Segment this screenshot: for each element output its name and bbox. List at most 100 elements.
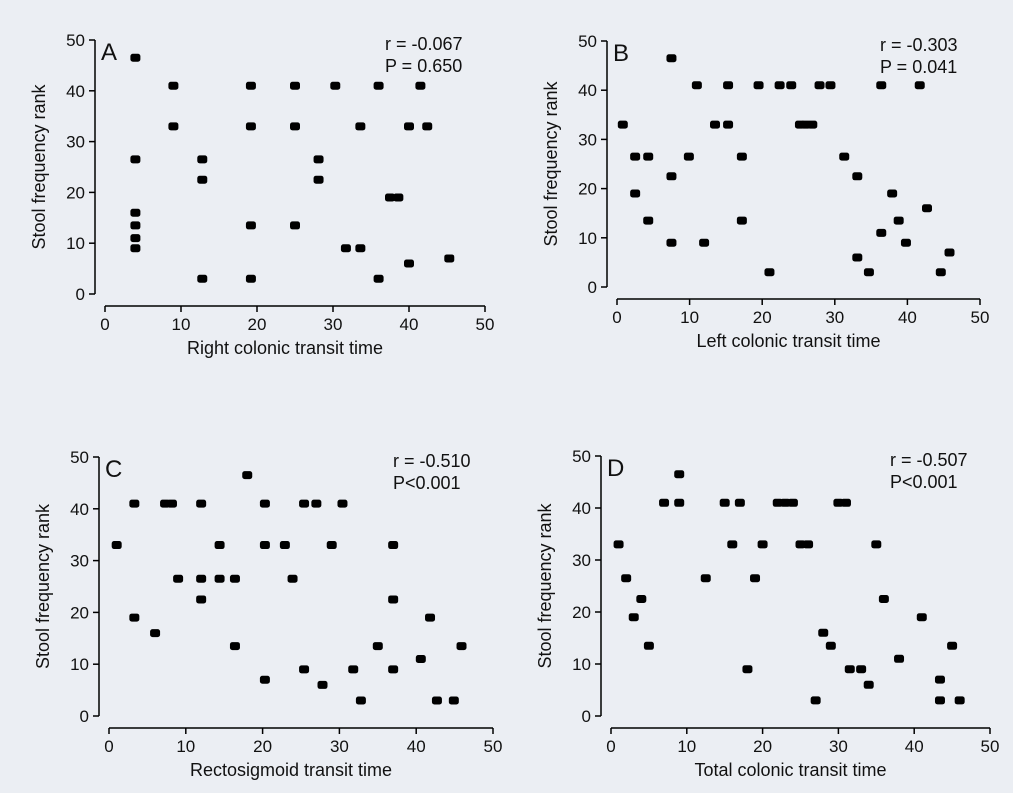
- data-point: [130, 221, 141, 230]
- data-point: [674, 498, 685, 507]
- data-point: [130, 234, 141, 243]
- data-point: [772, 498, 783, 507]
- y-tick-label: 50: [70, 448, 89, 467]
- data-point: [780, 498, 791, 507]
- data-point: [313, 175, 324, 184]
- data-point: [373, 274, 384, 283]
- x-tick-label: 0: [100, 315, 109, 334]
- data-point: [388, 665, 399, 674]
- data-point: [388, 541, 399, 550]
- data-point: [444, 254, 455, 263]
- y-tick-label: 0: [588, 278, 597, 297]
- data-point: [630, 189, 641, 198]
- x-tick-label: 40: [905, 737, 924, 756]
- data-point: [130, 155, 141, 164]
- panel-label: C: [105, 456, 122, 483]
- data-point: [876, 81, 887, 90]
- y-tick-label: 30: [66, 133, 85, 152]
- y-tick-label: 20: [572, 603, 591, 622]
- y-tick-label: 40: [70, 500, 89, 519]
- data-point: [404, 259, 414, 268]
- data-point: [719, 498, 730, 507]
- y-tick-label: 50: [66, 31, 85, 50]
- x-axis-label: Total colonic transit time: [694, 760, 886, 780]
- data-point: [894, 654, 905, 663]
- data-point: [431, 696, 442, 705]
- data-point: [245, 81, 256, 90]
- y-tick-label: 50: [572, 447, 591, 466]
- data-point: [914, 81, 925, 90]
- data-point: [196, 499, 207, 508]
- data-point: [935, 268, 946, 277]
- data-point: [196, 574, 207, 583]
- x-tick-label: 10: [176, 737, 195, 756]
- data-point: [630, 152, 641, 161]
- data-point: [290, 221, 300, 230]
- data-point: [691, 81, 702, 90]
- x-tick-label: 30: [330, 737, 349, 756]
- data-point: [259, 499, 270, 508]
- data-point: [299, 499, 310, 508]
- stat-r-value: r = -0.510: [393, 451, 471, 471]
- data-point: [934, 675, 945, 684]
- y-axis-label: Stool frequency rank: [33, 503, 53, 669]
- data-point: [340, 244, 351, 253]
- x-tick-label: 20: [753, 308, 772, 327]
- data-point: [393, 193, 404, 202]
- data-point: [166, 499, 177, 508]
- data-point: [348, 665, 359, 674]
- data-point: [659, 498, 670, 507]
- data-point: [723, 81, 734, 90]
- data-point: [214, 541, 225, 550]
- y-axis-label: Stool frequency rank: [541, 80, 561, 246]
- data-point: [734, 498, 745, 507]
- data-point: [330, 81, 341, 90]
- data-point: [130, 244, 141, 253]
- x-tick-label: 30: [324, 315, 343, 334]
- data-point: [290, 122, 300, 131]
- y-tick-label: 40: [66, 82, 85, 101]
- stat-p-value: P = 0.041: [880, 57, 957, 77]
- data-point: [723, 120, 734, 129]
- data-point: [666, 54, 677, 63]
- data-point: [229, 574, 240, 583]
- data-point: [840, 498, 851, 507]
- x-tick-label: 10: [680, 308, 699, 327]
- data-point: [415, 655, 426, 664]
- y-tick-label: 0: [76, 285, 85, 304]
- x-tick-label: 40: [407, 737, 426, 756]
- data-point: [404, 122, 414, 131]
- panel-label: D: [607, 455, 624, 482]
- data-point: [871, 540, 882, 549]
- data-point: [290, 81, 300, 90]
- data-point: [878, 595, 889, 603]
- y-tick-label: 40: [572, 499, 591, 518]
- x-tick-label: 40: [898, 308, 917, 327]
- x-tick-label: 50: [484, 737, 503, 756]
- data-point: [229, 642, 240, 651]
- data-point: [372, 642, 383, 651]
- data-point: [852, 172, 863, 181]
- data-point: [214, 574, 225, 583]
- data-point: [947, 641, 958, 650]
- data-point: [764, 268, 775, 277]
- data-point: [129, 499, 140, 508]
- data-point: [825, 641, 836, 650]
- stat-p-value: P<0.001: [393, 473, 461, 493]
- stat-r-value: r = -0.067: [385, 34, 463, 54]
- data-point: [448, 696, 459, 705]
- data-point: [173, 574, 184, 583]
- data-point: [245, 274, 256, 283]
- data-point: [727, 540, 738, 549]
- data-point: [750, 574, 761, 583]
- x-tick-label: 50: [476, 315, 495, 334]
- x-tick-label: 50: [971, 308, 990, 327]
- data-point: [795, 540, 806, 549]
- data-point: [863, 268, 874, 277]
- data-point: [299, 665, 310, 674]
- data-point: [674, 470, 685, 479]
- data-point: [818, 628, 829, 637]
- panel-d: 0 10 20 30 40 50 0 10 20 30 40 50 Total colonic tran…: [535, 447, 999, 780]
- y-tick-label: 40: [578, 81, 597, 100]
